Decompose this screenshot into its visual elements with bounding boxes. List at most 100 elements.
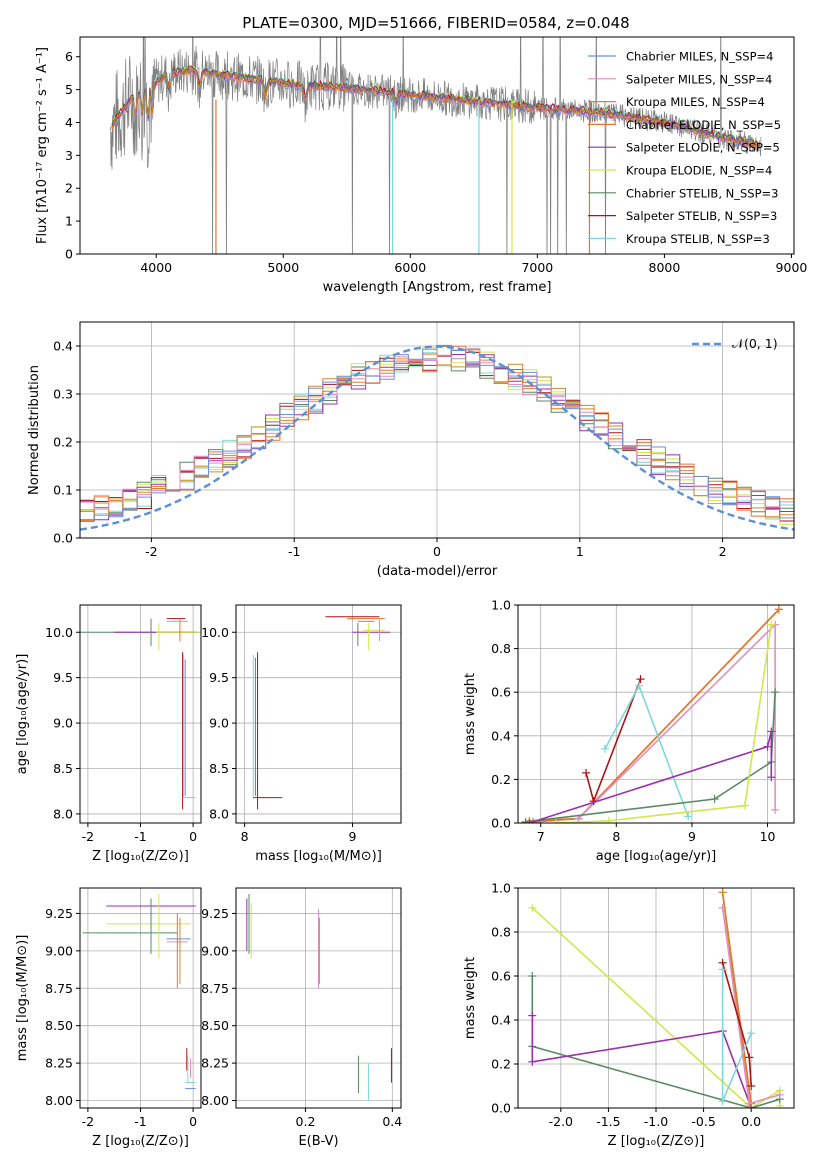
x-axis-label: Z [log₁₀(Z/Z⊙)] (608, 1134, 705, 1149)
x-tick-label: 9 (348, 829, 356, 844)
figure-title: PLATE=0300, MJD=51666, FIBERID=0584, z=0… (242, 14, 629, 32)
legend-entry-label: Chabrier MILES, N_SSP=4 (626, 50, 773, 64)
y-tick-label: 1.0 (491, 598, 511, 613)
x-tick-label: 0 (189, 829, 197, 844)
y-tick-label: 8.75 (45, 981, 73, 996)
y-tick-label: 0.0 (53, 531, 73, 546)
x-axis-label: mass [log₁₀(M/M⊙)] (255, 849, 382, 864)
mass-weight-line (525, 692, 776, 823)
weight-vs-metallicity-panel: -2.0 -1.5 -1.0 -0.5 0.0 0.0 0.2 0.4 0.6 0.8 1.0 Z [… (463, 881, 795, 1149)
x-tick-label: 9 (688, 829, 696, 844)
axes-frame (235, 887, 402, 1109)
y-axis-label: Flux [fλ10⁻¹⁷ erg cm⁻² s⁻¹ A⁻¹] (35, 47, 50, 244)
x-tick-label: 0 (189, 1114, 197, 1129)
y-axis-label: mass weight (463, 673, 478, 755)
x-tick-label: 7000 (521, 260, 553, 275)
axes-frame (517, 604, 795, 824)
legend-entry-label: Salpeter MILES, N_SSP=4 (626, 72, 772, 86)
x-tick-label: -1 (134, 829, 146, 844)
y-tick-label: 2 (65, 181, 73, 196)
y-tick-label: 6 (65, 49, 73, 64)
y-tick-label: 9.00 (201, 943, 229, 958)
y-tick-label: 8.50 (45, 1018, 73, 1033)
y-tick-label: 0.4 (53, 339, 73, 354)
y-tick-label: 0.6 (491, 969, 511, 984)
y-axis-label: mass weight (463, 957, 478, 1039)
mass-vs-ebv-panel: 0.2 0.4 8.00 8.25 8.50 8.75 9.00 9.25 E(B-V) (201, 887, 402, 1149)
model-spectrum-line (111, 66, 761, 151)
x-axis-label: (data-model)/error (377, 564, 498, 579)
x-tick-label: -2.0 (549, 1114, 573, 1129)
legend-entry-label: Kroupa ELODIE, N_SSP=4 (626, 164, 772, 178)
x-tick-label: 0 (433, 544, 441, 559)
x-tick-label: -2 (145, 544, 157, 559)
x-tick-label: 4000 (140, 260, 172, 275)
legend-entry-label: Salpeter STELIB, N_SSP=3 (626, 209, 777, 223)
x-tick-label: 10 (760, 829, 776, 844)
y-axis-label: age [log₁₀(age/yr)] (15, 654, 30, 775)
y-tick-label: 0.8 (491, 641, 511, 656)
y-tick-label: 0.2 (491, 1057, 511, 1072)
y-tick-label: 0.4 (491, 1013, 511, 1028)
y-tick-label: 3 (65, 148, 73, 163)
plot-area (236, 888, 401, 1108)
y-tick-label: 8.00 (201, 1093, 229, 1108)
residual-histogram-step (80, 345, 794, 522)
y-tick-label: 8.75 (201, 981, 229, 996)
x-axis-label: Z [log₁₀(Z/Z⊙)] (92, 1134, 189, 1149)
y-tick-label: 1.0 (491, 881, 511, 896)
y-tick-label: 0.2 (53, 435, 73, 450)
weight-vs-age-panel: 7 8 9 10 0.0 0.2 0.4 0.6 0.8 1.0 age [log₁₀(age/yr… (463, 598, 795, 864)
y-tick-label: 0.4 (491, 728, 511, 743)
legend-entry-label: Kroupa MILES, N_SSP=4 (626, 95, 765, 109)
x-tick-label: 9000 (776, 260, 808, 275)
x-axis-label: wavelength [Angstrom, rest frame] (323, 280, 552, 295)
x-axis-label: Z [log₁₀(Z/Z⊙)] (92, 849, 189, 864)
mass-weight-line (529, 608, 780, 822)
y-tick-label: 8.50 (201, 1018, 229, 1033)
x-tick-label: 6000 (394, 260, 426, 275)
mass-weight-line (529, 731, 773, 823)
plot-area (518, 888, 794, 1108)
y-tick-label: 8.0 (53, 806, 73, 821)
x-tick-label: 7 (537, 829, 545, 844)
y-tick-label: 0.8 (491, 925, 511, 940)
spectrum-panel: 4000 5000 6000 7000 8000 9000 0 1 2 3 4 5 6 wavelengt… (35, 36, 808, 295)
y-tick-label: 10.0 (201, 625, 229, 640)
y-tick-label: 9.00 (45, 943, 73, 958)
y-tick-label: 9.25 (45, 906, 73, 921)
x-tick-label: -2 (82, 829, 94, 844)
y-tick-label: 0.0 (491, 816, 511, 831)
x-tick-label: 2 (719, 544, 727, 559)
mass-weight-line (531, 1015, 752, 1108)
plot-area (518, 605, 794, 823)
y-tick-label: 4 (65, 115, 73, 130)
x-axis-label: E(B-V) (298, 1134, 338, 1149)
y-tick-label: 9.0 (53, 716, 73, 731)
x-tick-label: 0.0 (741, 1114, 761, 1129)
y-axis-label: mass [log₁₀(M/M⊙)] (15, 935, 30, 1062)
y-tick-label: 8.5 (209, 761, 229, 776)
y-tick-label: 9.5 (53, 670, 73, 685)
mass-weight-line (555, 624, 773, 823)
mass-weight-line (533, 608, 780, 823)
y-tick-label: 0.1 (53, 483, 73, 498)
y-axis-label: Normed distribution (27, 365, 42, 495)
x-tick-label: -1 (134, 1114, 146, 1129)
legend-entry-label: Salpeter ELODIE, N_SSP=5 (626, 141, 780, 155)
y-tick-label: 0.6 (491, 685, 511, 700)
age-vs-mass-panel: 8 9 8.0 8.5 9.0 9.5 10.0 mass [log₁₀(M/M⊙)] (201, 604, 402, 864)
mass-vs-metallicity-panel: -2 -1 0 8.00 8.25 8.50 8.75 9.00 9.25 Z [log₁₀(Z/… (15, 887, 202, 1149)
residual-histogram-panel: -2 -1 0 1 2 0.0 0.1 0.2 0.3 0.4 (data-model)/error… (27, 321, 795, 579)
x-tick-label: -0.5 (691, 1114, 715, 1129)
x-tick-label: 0.2 (296, 1114, 316, 1129)
plot-area (236, 605, 401, 823)
model-spectrum-line (111, 66, 761, 147)
y-tick-label: 0 (65, 247, 73, 262)
y-tick-label: 8.25 (201, 1056, 229, 1071)
y-tick-label: 9.25 (201, 906, 229, 921)
x-tick-label: -1.5 (596, 1114, 620, 1129)
residual-histogram-step (80, 347, 794, 510)
x-tick-label: 0.4 (382, 1114, 402, 1129)
